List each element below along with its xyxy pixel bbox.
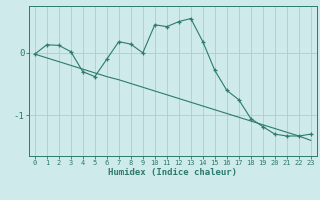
X-axis label: Humidex (Indice chaleur): Humidex (Indice chaleur) — [108, 168, 237, 177]
